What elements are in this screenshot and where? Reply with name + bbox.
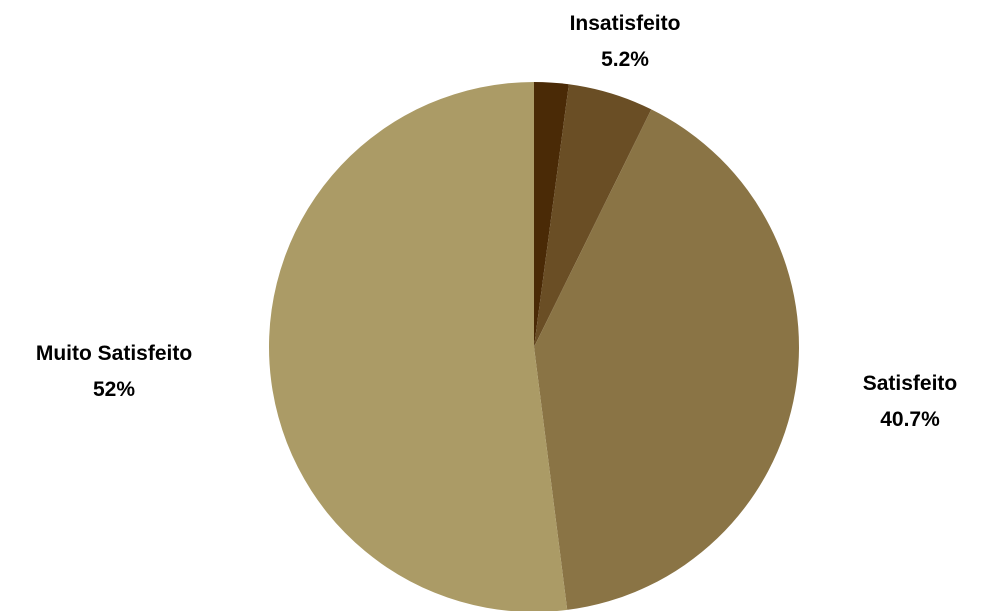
pie-slice-insatisfeito xyxy=(534,84,652,348)
slice-label-insatisfeito: Insatisfeito xyxy=(570,12,681,35)
pie-slice-slice-0 xyxy=(534,82,569,347)
pie-slice-muito-satisfeito xyxy=(269,82,568,611)
slice-label-muito-satisfeito: Muito Satisfeito xyxy=(36,342,192,365)
slice-value-satisfeito: 40.7% xyxy=(880,408,940,431)
slice-value-insatisfeito: 5.2% xyxy=(601,48,649,71)
pie-slices xyxy=(269,82,799,611)
slice-value-muito-satisfeito: 52% xyxy=(93,378,135,401)
pie-slice-satisfeito xyxy=(534,109,799,610)
slice-label-satisfeito: Satisfeito xyxy=(863,372,958,395)
